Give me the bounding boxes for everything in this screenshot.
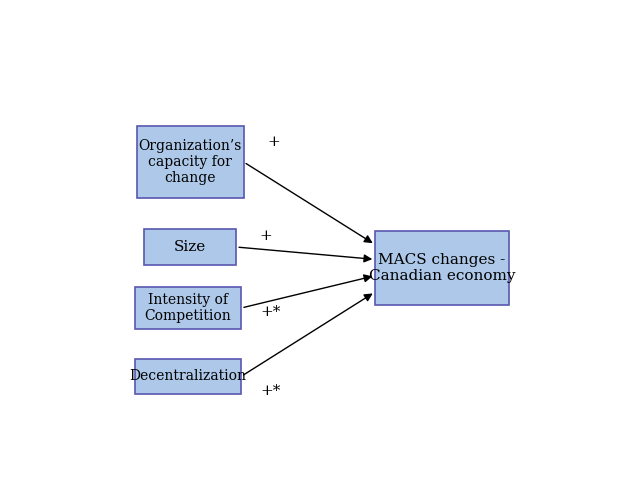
Text: +*: +* <box>260 305 281 319</box>
Text: +*: +* <box>260 384 281 398</box>
FancyBboxPatch shape <box>375 231 509 305</box>
FancyBboxPatch shape <box>145 229 236 264</box>
Text: Organization’s
capacity for
change: Organization’s capacity for change <box>139 139 242 185</box>
FancyBboxPatch shape <box>137 126 244 198</box>
Text: MACS changes -
Canadian economy: MACS changes - Canadian economy <box>369 253 515 283</box>
FancyBboxPatch shape <box>134 359 241 394</box>
Text: Decentralization: Decentralization <box>129 370 246 384</box>
Text: Size: Size <box>174 240 207 254</box>
FancyBboxPatch shape <box>134 287 241 329</box>
Text: +: + <box>260 229 273 243</box>
Text: +: + <box>267 135 280 149</box>
Text: Intensity of
Competition: Intensity of Competition <box>145 293 231 323</box>
